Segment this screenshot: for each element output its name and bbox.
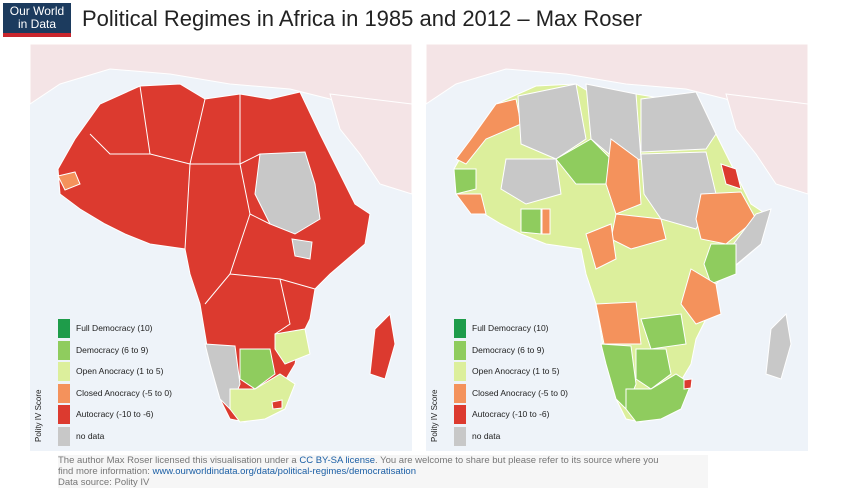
legend-label: Full Democracy (10) bbox=[472, 323, 549, 333]
footer-line2: find more information: www.ourworldindat… bbox=[58, 466, 708, 477]
logo-line1: Our World bbox=[9, 4, 65, 18]
swatch-open-anocracy bbox=[58, 362, 70, 381]
owid-logo: Our World in Data bbox=[3, 3, 71, 37]
legend-axis-title: Polity IV Score bbox=[430, 389, 439, 442]
legend-label: no data bbox=[76, 430, 105, 441]
swatch-full-democracy bbox=[454, 319, 466, 338]
map-2012 bbox=[426, 44, 808, 423]
footer-line1: The author Max Roser licensed this visua… bbox=[58, 455, 708, 466]
swatch-democracy bbox=[58, 340, 70, 360]
swatch-no-data bbox=[58, 426, 70, 446]
footer-text: . You are welcome to share but please re… bbox=[375, 455, 659, 466]
swatch-closed-anocracy bbox=[454, 383, 466, 403]
footer-text: find more information: bbox=[58, 466, 153, 477]
map-panel-2012: Full Democracy (10) Democracy (6 to 9) O… bbox=[426, 44, 808, 451]
legend-label: Full Democracy (10) bbox=[76, 323, 153, 333]
swatch-autocracy bbox=[58, 405, 70, 424]
license-link[interactable]: CC BY-SA license bbox=[299, 455, 376, 466]
swatch-full-democracy bbox=[58, 319, 70, 338]
swatch-closed-anocracy bbox=[58, 383, 70, 403]
legend-axis-title: Polity IV Score bbox=[34, 389, 43, 442]
legend-label: Open Anocracy (1 to 5) bbox=[76, 366, 164, 376]
page-title: Political Regimes in Africa in 1985 and … bbox=[82, 6, 643, 31]
legend-label: Democracy (6 to 9) bbox=[76, 344, 149, 355]
footer-credits: The author Max Roser licensed this visua… bbox=[58, 455, 708, 488]
legend-label: Democracy (6 to 9) bbox=[472, 344, 545, 355]
footer-data-source: Data source: Polity IV bbox=[58, 477, 150, 488]
logo-line2: in Data bbox=[17, 17, 57, 31]
footer-text: The author Max Roser licensed this visua… bbox=[58, 455, 300, 466]
legend-label: Closed Anocracy (-5 to 0) bbox=[76, 387, 172, 398]
legend-label: Open Anocracy (1 to 5) bbox=[472, 366, 560, 376]
legend-label: no data bbox=[472, 430, 501, 441]
map-panel-1985: Full Democracy (10) Democracy (6 to 9) O… bbox=[30, 44, 412, 451]
legend-label: Closed Anocracy (-5 to 0) bbox=[472, 387, 568, 398]
legend-label: Autocracy (-10 to -6) bbox=[76, 409, 154, 419]
swatch-democracy bbox=[454, 340, 466, 360]
source-link[interactable]: www.ourworldindata.org/data/political-re… bbox=[152, 466, 417, 477]
swatch-autocracy bbox=[454, 405, 466, 424]
map-1985 bbox=[30, 44, 412, 423]
legend-label: Autocracy (-10 to -6) bbox=[472, 409, 550, 419]
swatch-no-data bbox=[454, 426, 466, 446]
swatch-open-anocracy bbox=[454, 362, 466, 381]
